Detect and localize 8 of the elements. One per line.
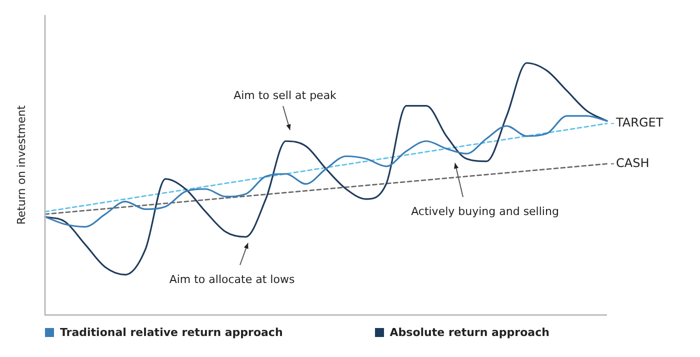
annotation: Aim to allocate at lows (169, 272, 295, 286)
legend-label: Absolute return approach (390, 326, 550, 339)
legend-label: TARGET (615, 116, 664, 130)
legend-label: Traditional relative return approach (60, 326, 283, 339)
annotation: Aim to sell at peak (234, 88, 338, 102)
y-axis-title: Return on investment (14, 104, 28, 225)
legend-label: CASH (616, 156, 650, 170)
annotation: Actively buying and selling (411, 204, 559, 218)
